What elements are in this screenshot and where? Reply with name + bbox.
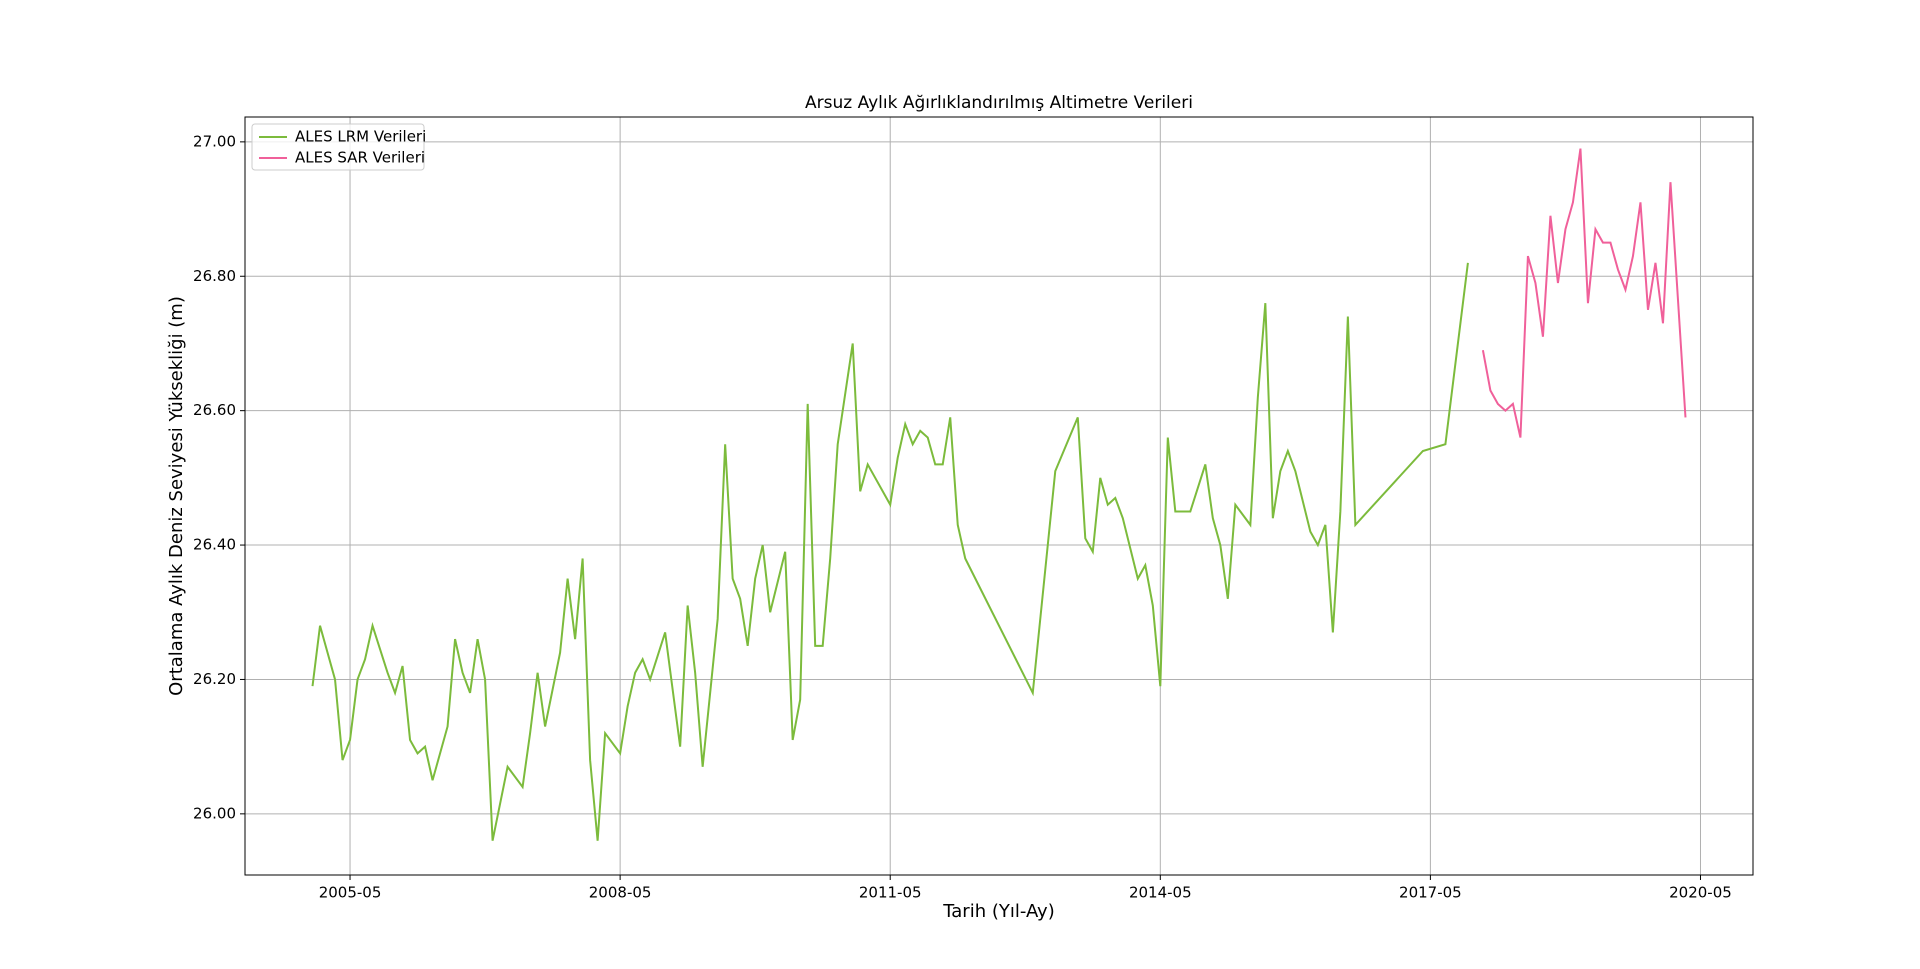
x-tick-label: 2008-05 <box>589 884 652 902</box>
legend-box <box>251 123 425 171</box>
x-tick-label: 2005-05 <box>319 884 382 902</box>
x-tick-label: 2011-05 <box>859 884 922 902</box>
x-tick-label: 2017-05 <box>1399 884 1462 902</box>
y-tick-label: 26.20 <box>193 670 236 688</box>
legend: ALES LRM Verileri ALES SAR Verileri <box>251 123 426 171</box>
data-line <box>311 262 1469 841</box>
x-tick-label: 2014-05 <box>1129 884 1192 902</box>
y-tick-label: 27.00 <box>193 132 236 150</box>
chart-title: Arsuz Aylık Ağırlıklandırılmış Altimetre… <box>805 93 1193 113</box>
x-tick-label: 2020-05 <box>1669 884 1732 902</box>
data-line <box>1481 148 1687 438</box>
legend-label: ALES LRM Verileri <box>295 128 426 146</box>
legend-label: ALES SAR Verileri <box>295 149 425 167</box>
y-tick-label: 26.60 <box>193 401 236 419</box>
y-tick-label: 26.40 <box>193 536 236 554</box>
y-tick-label: 26.80 <box>193 267 236 285</box>
y-axis-label: Ortalama Aylık Deniz Seviyesi Yüksekliği… <box>166 296 187 696</box>
x-axis-label: Tarih (Yıl-Ay) <box>942 901 1054 922</box>
y-tick-label: 26.00 <box>193 804 236 822</box>
plot-frame <box>244 116 1754 876</box>
